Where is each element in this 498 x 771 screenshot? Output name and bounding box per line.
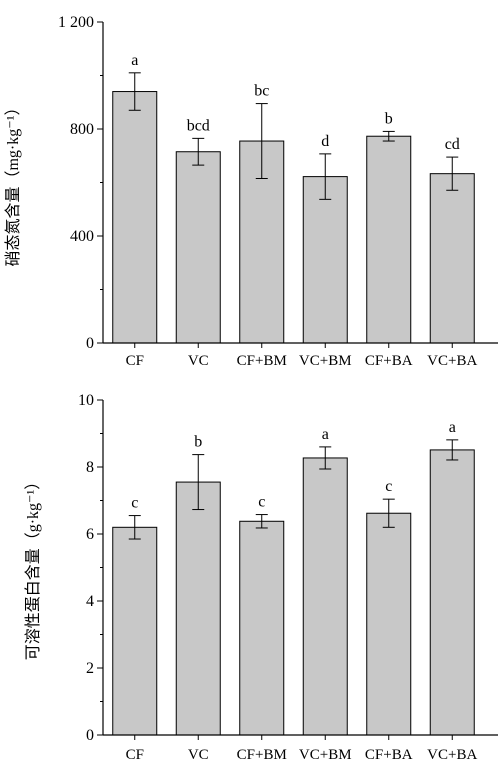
y-tick-label: 6 (86, 526, 94, 543)
bar (112, 91, 158, 344)
bar (302, 176, 348, 344)
bar (366, 135, 412, 344)
x-tick-label: CF (126, 353, 144, 369)
significance-letter: d (321, 133, 329, 150)
x-tick-label: VC+BA (427, 353, 477, 369)
y-tick-label: 400 (70, 228, 94, 245)
chart-panel-nitrate: 硝态氮含量（mg·kg⁻¹） a CF bcd VC bc CF+BM d VC+BM b CF+… (4, 14, 498, 369)
y-axis-label-nitrate: 硝态氮含量（mg·kg⁻¹） (4, 99, 22, 266)
significance-letter: c (131, 495, 138, 512)
x-tick-label: VC+BA (427, 747, 477, 763)
x-tick-label: CF+BA (365, 747, 413, 763)
y-tick-label: 4 (86, 593, 94, 610)
significance-letter: c (258, 494, 265, 511)
bar (429, 449, 475, 736)
significance-letter: a (449, 419, 456, 436)
bar (429, 173, 475, 344)
x-tick-label: CF+BM (237, 353, 287, 369)
y-axis-label-protein: 可溶性蛋白含量（g·kg⁻¹） (24, 474, 42, 661)
x-tick-label: VC+BM (299, 747, 352, 763)
y-tick-label: 0 (86, 727, 94, 744)
y-tick-label: 8 (86, 459, 94, 476)
x-tick-label: CF (126, 747, 144, 763)
chart-panel-soluble-protein: 可溶性蛋白含量（g·kg⁻¹） c CF b VC c CF+BM a VC+BM c CF+BA… (24, 392, 498, 763)
y-tick-label: 1 200 (58, 14, 94, 31)
bar (175, 481, 221, 736)
y-tick-label: 2 (86, 660, 94, 677)
x-tick-label: VC (188, 353, 209, 369)
significance-letter: cd (445, 136, 460, 153)
significance-letter: bcd (187, 117, 210, 134)
significance-letter: bc (254, 83, 269, 100)
bar (112, 526, 158, 736)
x-tick-label: VC+BM (299, 353, 352, 369)
y-tick-label: 800 (70, 121, 94, 138)
significance-letter: a (131, 52, 138, 69)
y-tick-label: 0 (86, 335, 94, 352)
bar (366, 512, 412, 736)
bar (302, 457, 348, 736)
x-tick-label: CF+BA (365, 353, 413, 369)
significance-letter: a (322, 426, 329, 443)
significance-letter: b (194, 434, 202, 451)
significance-letter: c (385, 478, 392, 495)
bar (175, 151, 221, 344)
x-tick-label: CF+BM (237, 747, 287, 763)
y-tick-label: 10 (78, 392, 94, 409)
significance-letter: b (385, 110, 393, 127)
x-tick-label: VC (188, 747, 209, 763)
bar (239, 520, 285, 736)
